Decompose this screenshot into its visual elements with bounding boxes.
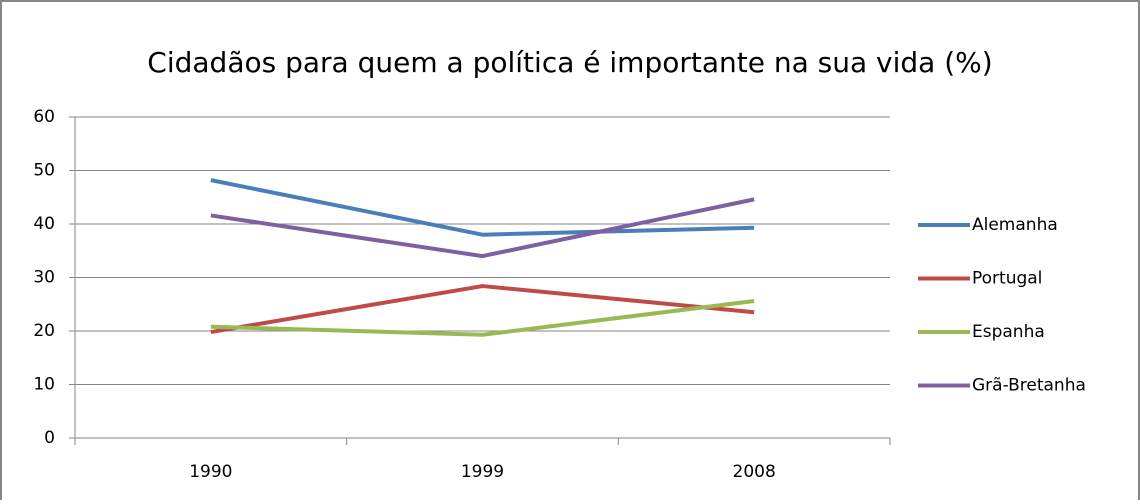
series-line	[210, 299, 755, 337]
legend-label: Portugal	[972, 269, 1042, 289]
y-tick-label: 20	[33, 321, 55, 341]
y-tick-label: 30	[33, 268, 55, 288]
x-tick-label: 2008	[733, 462, 776, 482]
legend-label: Grã-Bretanha	[972, 376, 1086, 396]
series-line	[210, 197, 755, 259]
legend-label: Espanha	[972, 322, 1045, 342]
x-tick-label: 1990	[189, 462, 232, 482]
y-tick-label: 60	[33, 107, 55, 127]
y-tick-label: 50	[33, 161, 55, 181]
x-tick-label: 1999	[461, 462, 504, 482]
chart-title: Cidadãos para quem a política é importan…	[147, 46, 992, 79]
y-tick-label: 0	[44, 428, 55, 448]
y-tick-label: 40	[33, 214, 55, 234]
series-line	[210, 178, 755, 237]
y-tick-label: 10	[33, 375, 55, 395]
series-line	[210, 284, 755, 335]
legend-label: Alemanha	[972, 215, 1058, 235]
